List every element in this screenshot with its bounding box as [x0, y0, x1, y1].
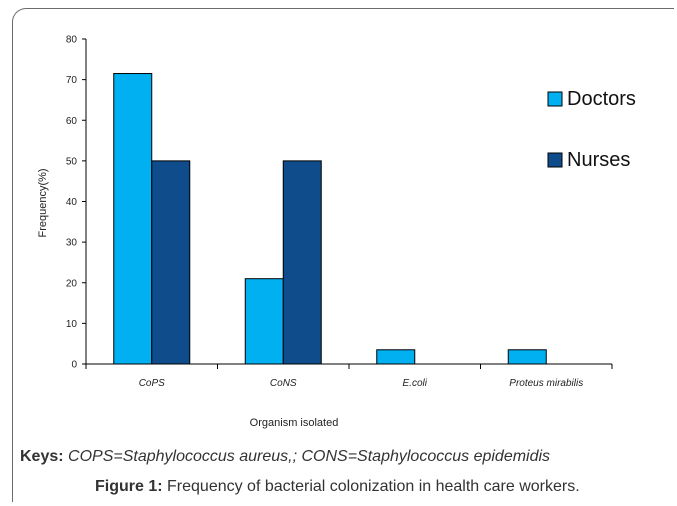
y-axis-label: Frequency(%) — [37, 168, 49, 237]
x-tick-label: E.coli — [403, 378, 428, 389]
bar-doctors-4 — [507, 349, 547, 365]
y-tick-label: 50 — [66, 156, 78, 167]
figure-frame — [12, 8, 674, 502]
legend-label-nurses: Nurses — [567, 149, 630, 171]
x-tick-label: Proteus mirabilis — [509, 378, 583, 389]
y-tick-label: 20 — [66, 278, 78, 289]
x-tick-label: CoPS — [139, 378, 165, 389]
bars — [113, 73, 547, 365]
figure-caption: Figure 1: Frequency of bacterial coloniz… — [95, 478, 580, 496]
keys-note: Keys: COPS=Staphylococcus aureus,; CONS=… — [20, 448, 550, 466]
caption-text: Frequency of bacterial colonization in h… — [167, 478, 580, 495]
bar-nurses-2 — [282, 160, 322, 365]
bar-nurses-1 — [151, 160, 191, 365]
y-tick-label: 40 — [66, 197, 78, 208]
legend-label-doctors: Doctors — [567, 88, 636, 110]
bar-doctors-2 — [244, 278, 284, 365]
bar-doctors-3 — [376, 349, 416, 365]
legend-swatch-nurses — [547, 152, 563, 168]
y-tick-label: 70 — [66, 75, 78, 86]
bar-doctors-1 — [113, 73, 153, 365]
x-axis-label: Organism isolated — [250, 417, 339, 429]
y-tick-label: 30 — [66, 238, 78, 249]
bar-chart: 0 10 20 30 40 50 60 70 80 CoPS CoNS E.coli Proteus … — [37, 35, 636, 430]
y-axis: 0 10 20 30 40 50 60 70 80 — [66, 35, 87, 371]
y-tick-label: 0 — [71, 360, 77, 371]
keys-text: COPS=Staphylococcus aureus,; CONS=Staphy… — [68, 448, 551, 465]
legend: Doctors Nurses — [547, 88, 636, 171]
y-tick-label: 60 — [66, 116, 78, 127]
legend-swatch-doctors — [547, 91, 563, 107]
keys-lead: Keys: — [20, 448, 64, 465]
y-tick-label: 80 — [66, 35, 78, 46]
x-axis: CoPS CoNS E.coli Proteus mirabilis — [85, 363, 613, 389]
caption-lead: Figure 1: — [95, 478, 163, 495]
x-tick-label: CoNS — [270, 378, 297, 389]
y-tick-label: 10 — [66, 319, 78, 330]
